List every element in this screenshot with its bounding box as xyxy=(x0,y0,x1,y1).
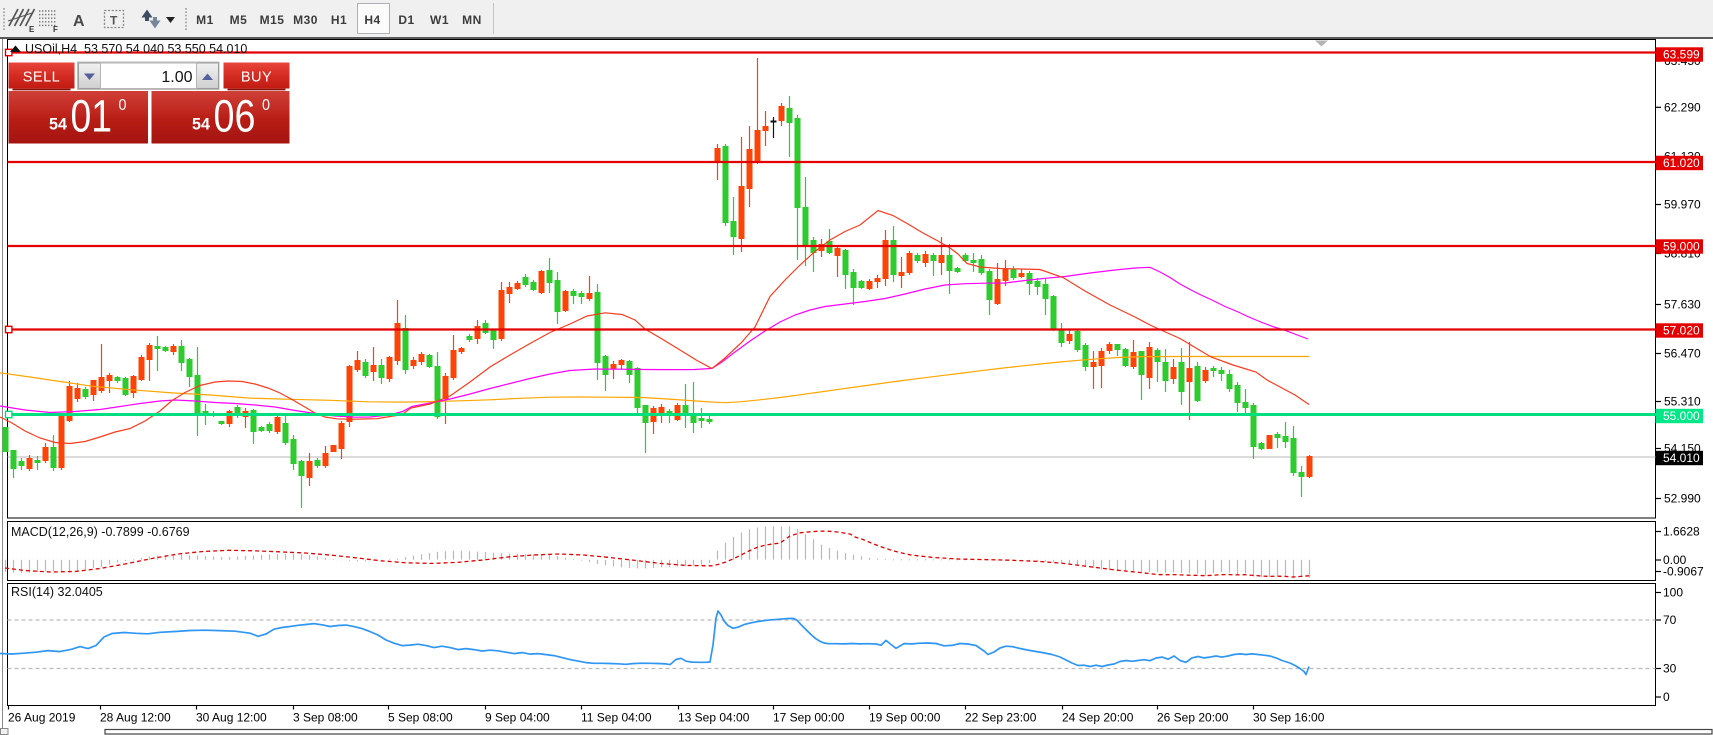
svg-text:3 Sep 08:00: 3 Sep 08:00 xyxy=(293,711,358,725)
svg-text:0.00: 0.00 xyxy=(1663,553,1687,567)
svg-text:MACD(12,26,9) -0.7899 -0.6769: MACD(12,26,9) -0.7899 -0.6769 xyxy=(11,525,190,539)
svg-text:30 Aug 12:00: 30 Aug 12:00 xyxy=(196,711,267,725)
svg-text:MN: MN xyxy=(462,13,482,27)
svg-text:M5: M5 xyxy=(230,13,248,27)
svg-text:59.000: 59.000 xyxy=(1663,240,1700,254)
svg-text:54.010: 54.010 xyxy=(1663,451,1700,465)
svg-text:11 Sep 04:00: 11 Sep 04:00 xyxy=(581,711,652,725)
svg-text:D1: D1 xyxy=(398,13,414,27)
svg-text:H4: H4 xyxy=(364,13,380,27)
svg-text:24 Sep 20:00: 24 Sep 20:00 xyxy=(1062,711,1134,725)
svg-text:17 Sep 00:00: 17 Sep 00:00 xyxy=(773,711,845,725)
svg-text:5 Sep 08:00: 5 Sep 08:00 xyxy=(388,711,453,725)
svg-text:-0.9067: -0.9067 xyxy=(1663,565,1704,579)
svg-text:1.6628: 1.6628 xyxy=(1663,525,1700,539)
svg-text:30 Sep 16:00: 30 Sep 16:00 xyxy=(1253,711,1325,725)
svg-text:26 Aug 2019: 26 Aug 2019 xyxy=(8,711,76,725)
svg-text:28 Aug 12:00: 28 Aug 12:00 xyxy=(100,711,171,725)
svg-text:22 Sep 23:00: 22 Sep 23:00 xyxy=(965,711,1037,725)
svg-text:W1: W1 xyxy=(430,13,449,27)
svg-text:0: 0 xyxy=(1663,690,1670,704)
svg-text:SELL: SELL xyxy=(23,70,60,86)
svg-text:100: 100 xyxy=(1663,586,1683,600)
svg-text:T: T xyxy=(110,14,118,28)
svg-text:M15: M15 xyxy=(260,13,285,27)
svg-text:30: 30 xyxy=(1663,662,1677,676)
svg-text:56.470: 56.470 xyxy=(1664,347,1701,361)
svg-text:63.599: 63.599 xyxy=(1663,48,1700,62)
svg-text:61.020: 61.020 xyxy=(1663,156,1700,170)
svg-text:26 Sep 20:00: 26 Sep 20:00 xyxy=(1157,711,1229,725)
svg-text:M1: M1 xyxy=(196,13,214,27)
svg-text:01: 01 xyxy=(71,91,113,142)
svg-text:19 Sep 00:00: 19 Sep 00:00 xyxy=(869,711,941,725)
svg-text:52.990: 52.990 xyxy=(1664,492,1701,506)
svg-text:55.000: 55.000 xyxy=(1663,409,1700,423)
svg-text:13 Sep 04:00: 13 Sep 04:00 xyxy=(678,711,750,725)
svg-text:0: 0 xyxy=(262,97,270,114)
svg-text:06: 06 xyxy=(214,91,256,142)
svg-text:57.630: 57.630 xyxy=(1664,298,1701,312)
svg-text:F: F xyxy=(53,25,58,34)
svg-text:55.310: 55.310 xyxy=(1664,395,1701,409)
svg-text:70: 70 xyxy=(1663,613,1677,627)
svg-text:9 Sep 04:00: 9 Sep 04:00 xyxy=(485,711,550,725)
svg-text:1.00: 1.00 xyxy=(161,69,192,86)
svg-text:57.020: 57.020 xyxy=(1663,324,1700,338)
svg-text:M30: M30 xyxy=(293,13,318,27)
svg-text:54: 54 xyxy=(49,116,68,134)
svg-text:A: A xyxy=(73,13,85,30)
svg-text:USOil,H4 53.570 54.040 53.550: USOil,H4 53.570 54.040 53.550 54.010 xyxy=(25,42,247,56)
svg-text:54: 54 xyxy=(192,116,211,134)
svg-text:E: E xyxy=(29,25,35,34)
svg-text:62.290: 62.290 xyxy=(1664,101,1701,115)
svg-text:RSI(14) 32.0405: RSI(14) 32.0405 xyxy=(11,585,103,599)
svg-text:H1: H1 xyxy=(331,13,347,27)
svg-text:BUY: BUY xyxy=(241,70,272,86)
svg-text:0: 0 xyxy=(119,97,127,114)
svg-text:59.970: 59.970 xyxy=(1664,198,1701,212)
